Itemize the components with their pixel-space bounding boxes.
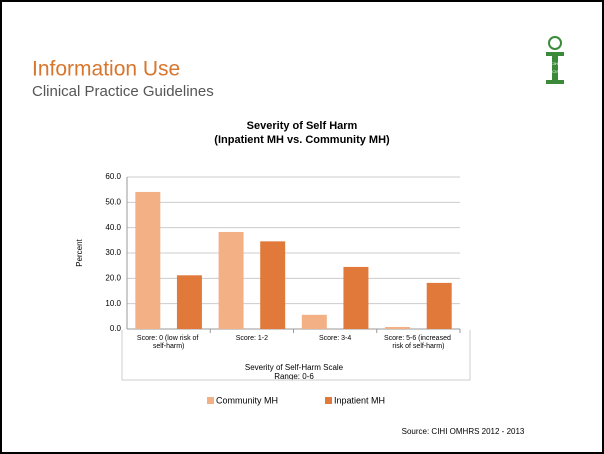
y-tick-label: 30.0 <box>105 248 121 257</box>
bar <box>218 231 244 329</box>
y-tick-label: 10.0 <box>105 299 121 308</box>
x-tick-label-line: risk of self-harm) <box>392 343 444 350</box>
legend-swatch <box>207 397 214 404</box>
bar <box>260 241 286 329</box>
x-tick-label: Score: 0 (low risk of self-harm) <box>137 335 200 350</box>
x-tick-label: Score: 1-2 <box>236 335 268 342</box>
legend-label: Community MH <box>216 395 278 405</box>
legend-label: Inpatient MH <box>334 395 385 405</box>
chart-title: Severity of Self Harm <box>247 120 358 132</box>
x-tick-label-line: Score: 1-2 <box>236 335 268 342</box>
x-axis-label: Severity of Self-Harm Scale <box>245 363 344 372</box>
x-axis-sublabel: Range: 0-6 <box>274 372 314 381</box>
bar <box>343 266 369 329</box>
bar <box>135 191 161 329</box>
x-tick-label-line: Score: 5-6 (increased <box>384 335 453 342</box>
x-tick-label: Score: 3-4 <box>319 335 351 342</box>
logo-bar <box>546 52 564 56</box>
bar <box>176 275 202 329</box>
bar <box>426 282 452 329</box>
legend-swatch <box>325 397 332 404</box>
y-tick-label: 40.0 <box>105 223 121 232</box>
slide-subtitle: Clinical Practice Guidelines <box>32 83 214 100</box>
y-tick-label: 0.0 <box>110 324 122 333</box>
logo-head <box>548 36 562 50</box>
y-axis-label: Percent <box>75 238 84 266</box>
bar <box>301 314 327 329</box>
x-tick-label-line: Score: 0 (low risk of <box>137 335 200 342</box>
y-tick-label: 20.0 <box>105 273 121 282</box>
bar <box>385 326 411 329</box>
chart-subtitle: (Inpatient MH vs. Community MH) <box>214 134 390 146</box>
logo-base <box>546 80 564 84</box>
axis-frame <box>121 330 471 381</box>
logo-text: CIHI <box>551 61 559 66</box>
x-tick-label-line: self-harm) <box>153 343 185 350</box>
logo: CIHI ICIS <box>546 36 564 84</box>
slide-title: Information Use <box>32 58 180 81</box>
y-tick-label: 50.0 <box>105 197 121 206</box>
x-tick-label-line: Score: 3-4 <box>319 335 351 342</box>
x-tick-label: Score: 5-6 (increased risk of self-harm) <box>384 335 453 350</box>
source: Source: CIHI OMHRS 2012 - 2013 <box>402 427 525 436</box>
y-tick-label: 60.0 <box>105 172 121 181</box>
logo-text: ICIS <box>551 69 559 74</box>
logo-stem <box>552 56 558 80</box>
